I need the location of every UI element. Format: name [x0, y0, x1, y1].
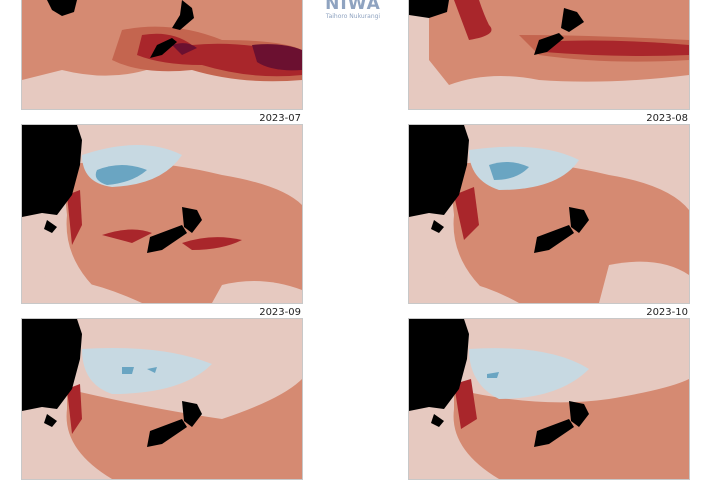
panel-date-5: 2023-09 — [259, 307, 301, 318]
panel-date-4: 2023-08 — [646, 113, 688, 124]
logo-word: NIWA — [325, 0, 381, 14]
map-panel-4 — [408, 124, 690, 304]
map-panel-6 — [408, 318, 690, 480]
panel-date-3: 2023-07 — [259, 113, 301, 124]
map-panel-3 — [21, 124, 303, 304]
map-panel-5 — [21, 318, 303, 480]
panel-date-6: 2023-10 — [646, 307, 688, 318]
niwa-logo: NIWA Taihoro Nukurangi — [318, 0, 388, 26]
map-panel-1 — [21, 0, 303, 110]
logo-tagline: Taihoro Nukurangi — [325, 13, 381, 20]
map-panel-2 — [408, 0, 690, 110]
